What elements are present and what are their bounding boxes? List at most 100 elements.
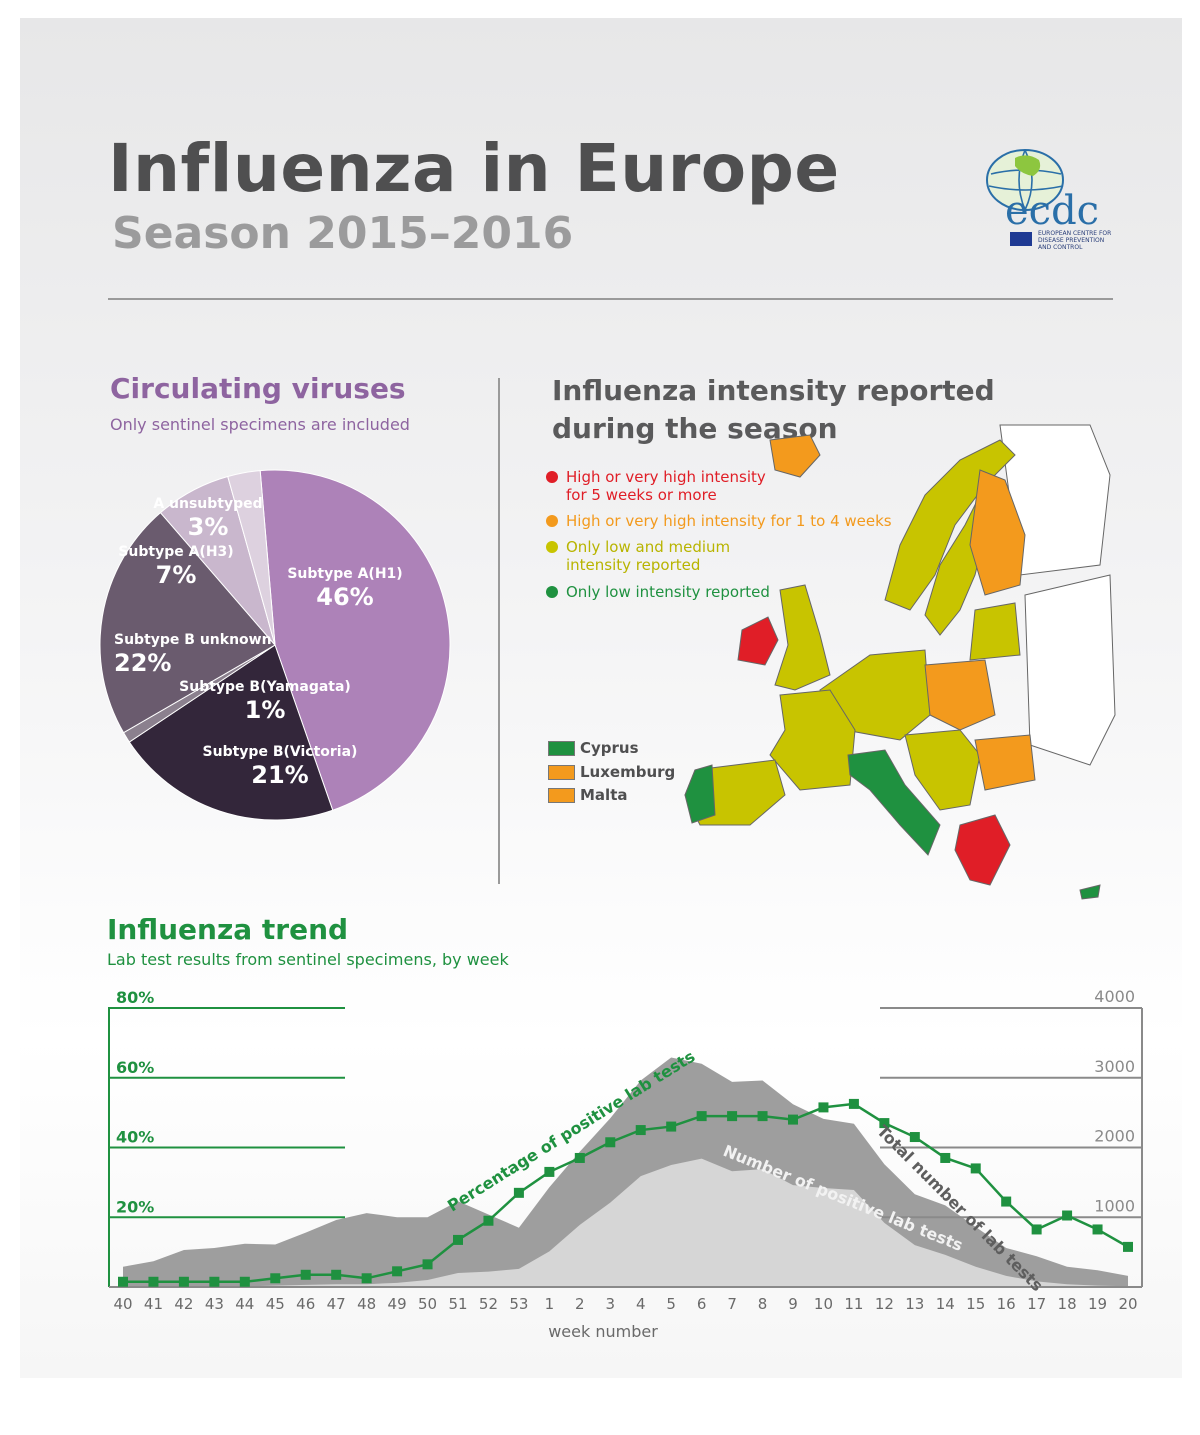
pie-label-a-h1: Subtype A(H1)	[287, 566, 402, 582]
x-tick-label: 12	[875, 1295, 894, 1313]
percentage-point	[940, 1152, 951, 1163]
ecdc-globe-icon	[986, 149, 1064, 211]
pie-slice-b-unknown	[99, 511, 276, 734]
percentage-point	[605, 1137, 616, 1148]
percentage-point	[270, 1273, 281, 1284]
right-tick-label: 2000	[1094, 1127, 1135, 1146]
x-tick-label: 40	[113, 1295, 132, 1313]
eu-flag-icon	[1010, 232, 1032, 246]
left-tick-label: 80%	[116, 988, 154, 1007]
ecdc-logo-subtext: EUROPEAN CENTRE FOR DISEASE PREVENTION A…	[1038, 230, 1112, 251]
legend-swatch-orange	[546, 515, 558, 527]
pie-label-b-victoria: Subtype B(Victoria)	[203, 744, 358, 760]
percentage-point	[757, 1111, 768, 1122]
pie-label-a-unsubtyped: A unsubtyped	[153, 496, 262, 512]
x-tick-label: 43	[205, 1295, 224, 1313]
percentage-point	[209, 1276, 220, 1287]
map-title: Influenza intensity reported during the …	[552, 374, 995, 445]
x-tick-label: 47	[327, 1295, 346, 1313]
country-swatch	[548, 765, 575, 780]
percentage-point	[727, 1111, 738, 1122]
percentage-point	[879, 1118, 890, 1129]
percentage-point	[148, 1276, 159, 1287]
x-tick-label: 1	[545, 1295, 555, 1313]
pie-label-a-h3: Subtype A(H3)	[118, 544, 233, 560]
percentage-point	[1092, 1224, 1103, 1235]
map-country-baltics	[969, 602, 1021, 661]
page-title: Influenza in Europe	[108, 130, 840, 207]
map-country-italy	[847, 749, 941, 856]
x-tick-label: 49	[388, 1295, 407, 1313]
percentage-point	[392, 1266, 403, 1277]
x-tick-label: 18	[1058, 1295, 1077, 1313]
percentage-point	[513, 1187, 524, 1198]
line-percentage-positive	[123, 1102, 1129, 1284]
percentage-point	[696, 1111, 707, 1122]
x-tick-label: 53	[509, 1295, 528, 1313]
legend-label: High or very high intensity for 1 to 4 w…	[566, 512, 892, 530]
map-country-portugal	[684, 764, 716, 824]
header-divider	[108, 298, 1113, 300]
x-tick-label: 8	[758, 1295, 768, 1313]
pie-value-a-unsubtyped: 3%	[188, 513, 229, 541]
pie-label-b-yamagata: Subtype B(Yamagata)	[179, 679, 351, 695]
x-tick-label: 14	[936, 1295, 955, 1313]
map-country-iceland	[769, 434, 821, 478]
x-tick-label: 5	[666, 1295, 676, 1313]
map-outline-east	[1024, 574, 1116, 766]
legend-label: for 5 weeks or more	[566, 486, 717, 504]
x-tick-label: 52	[479, 1295, 498, 1313]
left-tick-label: 60%	[116, 1058, 154, 1077]
x-tick-label: 17	[1027, 1295, 1046, 1313]
country-label: Luxemburg	[580, 763, 676, 781]
percentage-point	[909, 1132, 920, 1143]
x-tick-label: 6	[697, 1295, 707, 1313]
percentage-point	[239, 1276, 250, 1287]
pie-value-b-unknown: 22%	[114, 649, 171, 677]
x-tick-label: 16	[997, 1295, 1016, 1313]
pie-value-a-h1: 46%	[316, 583, 373, 611]
percentage-point	[544, 1166, 555, 1177]
right-tick-label: 4000	[1094, 987, 1135, 1006]
x-tick-label: 44	[235, 1295, 254, 1313]
x-tick-label: 10	[814, 1295, 833, 1313]
x-tick-label: 2	[575, 1295, 585, 1313]
map-country-cyprus	[1079, 884, 1101, 900]
percentage-point	[1001, 1196, 1012, 1207]
legend-label: Only low and medium	[566, 538, 731, 556]
country-label: Cyprus	[580, 739, 639, 757]
percentage-point	[1062, 1210, 1073, 1221]
x-tick-label: 51	[448, 1295, 467, 1313]
right-tick-label: 3000	[1094, 1057, 1135, 1076]
legend-label: High or very high intensity	[566, 468, 766, 486]
section-divider	[498, 378, 500, 884]
percentage-point	[635, 1125, 646, 1136]
viruses-subtitle: Only sentinel specimens are included	[110, 415, 410, 434]
x-tick-label: 20	[1118, 1295, 1137, 1313]
percentage-point	[788, 1114, 798, 1125]
x-tick-label: 48	[357, 1295, 376, 1313]
percentage-point	[818, 1102, 829, 1113]
x-tick-label: 45	[266, 1295, 285, 1313]
legend-swatch-red	[546, 471, 558, 483]
percentage-point	[1031, 1224, 1042, 1235]
right-tick-label: 1000	[1094, 1196, 1135, 1215]
pie-slice-a-unsubtyped	[227, 470, 276, 646]
x-tick-label: 46	[296, 1295, 315, 1313]
x-tick-label: 50	[418, 1295, 437, 1313]
europe-map	[684, 424, 1116, 900]
map-country-poland	[924, 659, 996, 731]
percentage-point	[1123, 1241, 1133, 1252]
percentage-point	[970, 1163, 981, 1174]
x-tick-label: 9	[788, 1295, 798, 1313]
pie-slice-a-h1	[259, 469, 451, 811]
percentage-point	[483, 1215, 494, 1226]
legend-swatch-green	[546, 586, 558, 598]
pie-slice-b-victoria	[128, 644, 334, 821]
left-tick-label: 20%	[116, 1197, 154, 1216]
legend-label: Only low intensity reported	[566, 583, 770, 601]
percentage-point	[848, 1098, 859, 1109]
x-tick-label: 13	[905, 1295, 924, 1313]
trend-title: Influenza trend	[107, 913, 349, 946]
x-tick-label: 15	[966, 1295, 985, 1313]
